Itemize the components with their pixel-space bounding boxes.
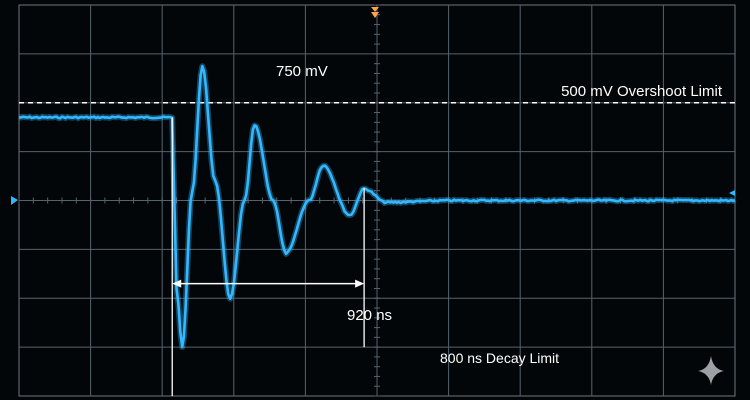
peak-label: 750 mV: [276, 63, 328, 80]
trigger-down-icon: [371, 7, 379, 18]
graticule-minor-ticks: [18, 4, 736, 397]
ground-level-icon: [11, 196, 18, 205]
overshoot-limit-label: 500 mV Overshoot Limit: [561, 83, 723, 100]
signal-trace: [18, 64, 736, 349]
duration-arrow-right-head: [355, 279, 365, 288]
duration-label: 920 ns: [347, 307, 392, 324]
duration-arrow-left-head: [172, 279, 182, 288]
decay-limit-label: 800 ns Decay Limit: [440, 350, 559, 366]
sparkle-icon: [698, 356, 724, 385]
trigger-level-icon: [729, 190, 735, 196]
